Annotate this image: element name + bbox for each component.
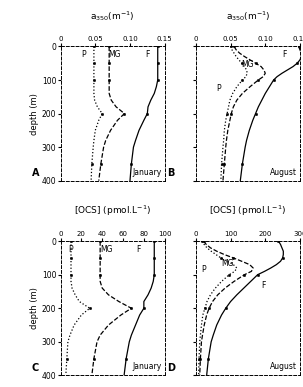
Text: P: P [81, 50, 86, 60]
Text: [OCS] (pmol.L$^{-1}$): [OCS] (pmol.L$^{-1}$) [209, 204, 287, 218]
Text: a$_{350}$(m$^{-1}$): a$_{350}$(m$^{-1}$) [226, 9, 270, 23]
Y-axis label: depth (m): depth (m) [30, 287, 39, 329]
Text: P: P [201, 265, 205, 274]
Text: August: August [270, 362, 297, 372]
Text: A: A [32, 168, 39, 178]
Text: F: F [282, 50, 287, 60]
Text: a$_{350}$(m$^{-1}$): a$_{350}$(m$^{-1}$) [90, 9, 135, 23]
Text: MG: MG [108, 50, 121, 60]
Text: MG: MG [242, 60, 254, 69]
Text: MG: MG [221, 259, 233, 267]
Text: B: B [167, 168, 174, 178]
Text: F: F [261, 281, 266, 290]
Text: MG: MG [100, 245, 113, 254]
Y-axis label: depth (m): depth (m) [30, 92, 39, 135]
Text: January: January [132, 362, 161, 372]
Text: [OCS] (pmol.L$^{-1}$): [OCS] (pmol.L$^{-1}$) [74, 204, 151, 218]
Text: C: C [32, 363, 39, 373]
Text: August: August [270, 168, 297, 177]
Text: P: P [69, 245, 73, 254]
Text: F: F [145, 50, 149, 60]
Text: D: D [167, 363, 175, 373]
Text: P: P [216, 84, 221, 93]
Text: January: January [132, 168, 161, 177]
Text: F: F [136, 245, 141, 254]
